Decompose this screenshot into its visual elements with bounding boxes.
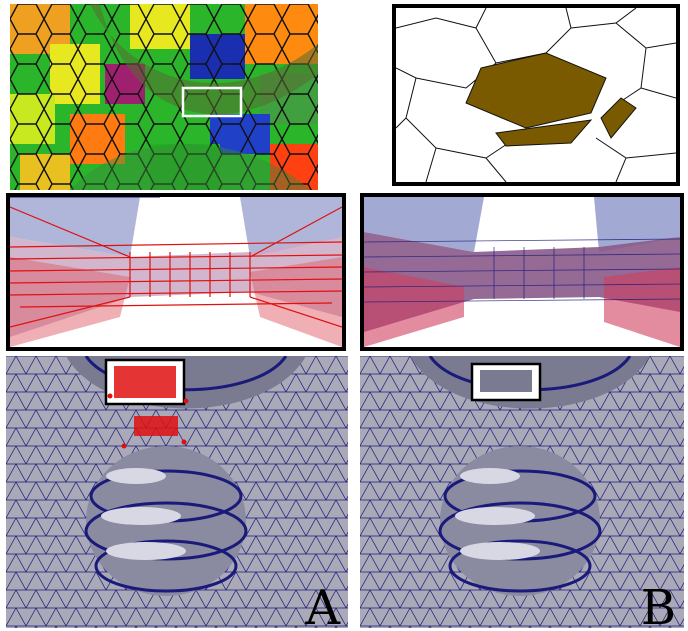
mesh-b-image — [360, 356, 684, 628]
voronoi-surface-panel — [10, 4, 318, 190]
band-blue-image — [364, 197, 680, 347]
voronoi-surface-image — [10, 4, 318, 190]
cell-closeup-panel — [392, 4, 680, 186]
band-red-panel — [6, 193, 346, 351]
band-red-image — [10, 197, 342, 347]
highlight-box — [181, 86, 243, 118]
panel-label-b: B — [640, 580, 676, 628]
band-blue-panel — [360, 193, 684, 351]
cell-closeup-image — [396, 8, 676, 182]
mesh-b-panel: B — [360, 356, 684, 628]
panel-label-a: A — [305, 580, 340, 628]
mesh-a-image — [6, 356, 348, 628]
mesh-a-panel: A — [6, 356, 348, 628]
